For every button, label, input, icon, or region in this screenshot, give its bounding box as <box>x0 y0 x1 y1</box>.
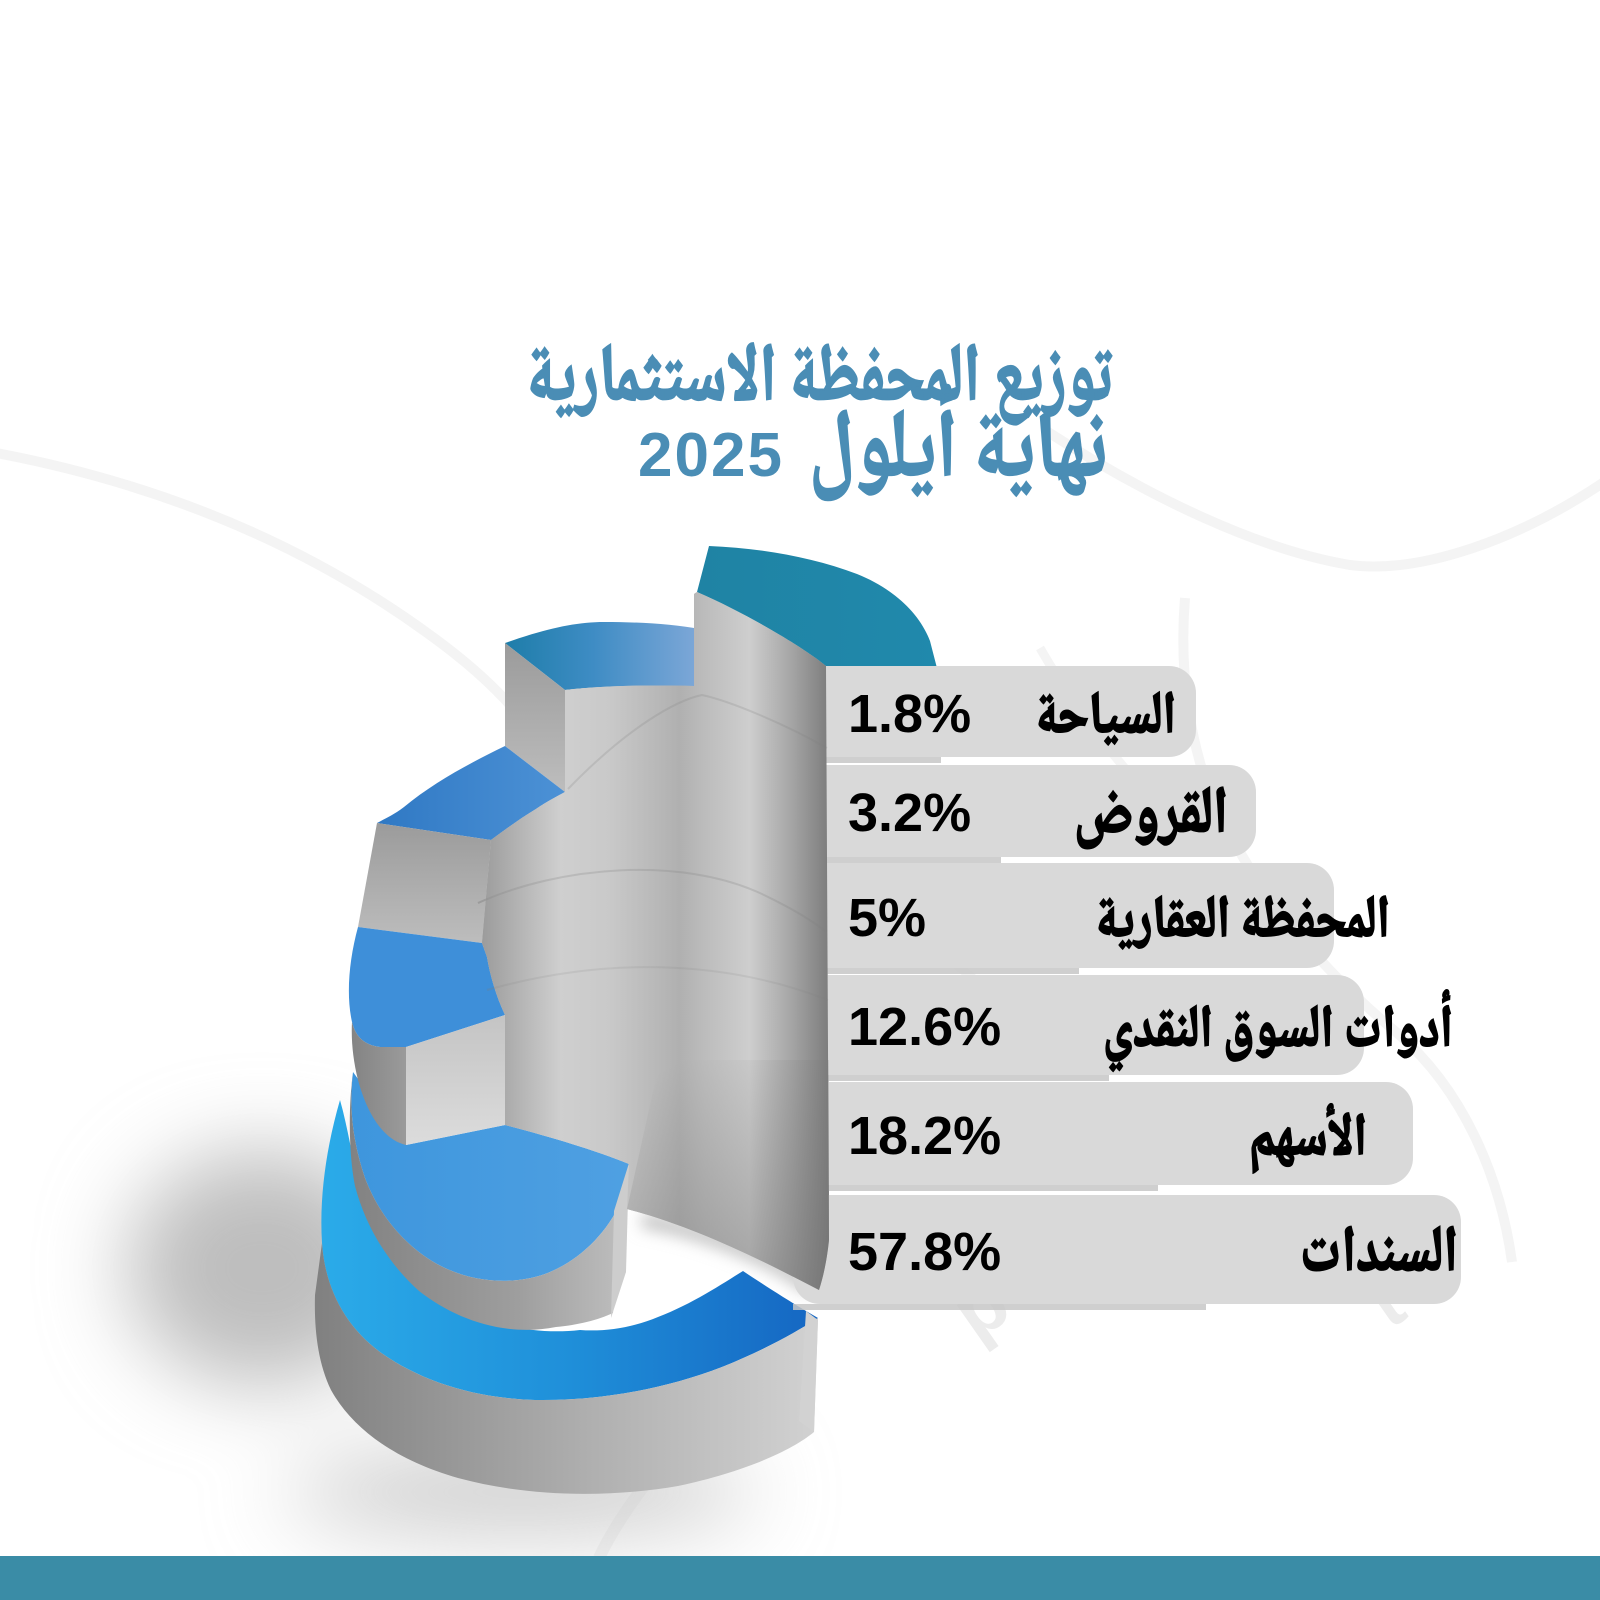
svg-text:3.2%: 3.2% <box>848 783 971 843</box>
svg-text:57.8%: 57.8% <box>848 1222 1001 1282</box>
svg-text:2025: 2025 <box>638 421 784 490</box>
svg-text:5%: 5% <box>848 888 926 948</box>
svg-text:1.8%: 1.8% <box>848 684 971 744</box>
svg-text:18.2%: 18.2% <box>848 1106 1001 1166</box>
svg-text:12.6%: 12.6% <box>848 997 1001 1057</box>
